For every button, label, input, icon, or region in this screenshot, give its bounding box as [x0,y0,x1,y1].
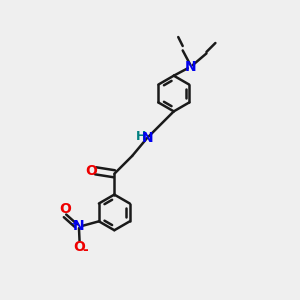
Text: O: O [85,164,98,178]
Text: -: - [82,243,88,256]
Text: +: + [70,219,79,229]
Text: O: O [74,240,86,254]
Text: N: N [142,131,153,145]
Text: O: O [59,202,70,216]
Text: N: N [73,219,85,233]
Text: N: N [184,60,196,74]
Text: H: H [136,130,146,143]
